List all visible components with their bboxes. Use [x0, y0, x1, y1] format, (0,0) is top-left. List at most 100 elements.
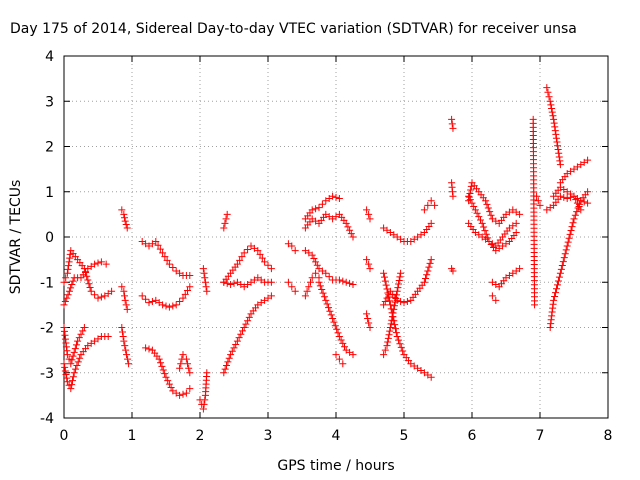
data-point — [200, 269, 208, 277]
data-point — [390, 317, 398, 325]
data-point — [120, 210, 128, 218]
data-point — [575, 202, 583, 210]
data-point — [448, 115, 456, 123]
data-point — [319, 289, 327, 297]
data-point — [483, 200, 491, 208]
data-point — [562, 246, 570, 254]
data-point — [154, 241, 162, 249]
data-point — [471, 206, 479, 214]
data-point — [202, 283, 210, 291]
data-point — [312, 269, 320, 277]
data-point — [564, 238, 572, 246]
data-point — [331, 322, 339, 330]
data-point — [63, 351, 71, 359]
data-point — [396, 340, 404, 348]
data-point — [61, 363, 69, 371]
data-point — [67, 385, 75, 393]
data-point — [332, 193, 340, 201]
data-point — [118, 324, 126, 331]
data-point — [155, 355, 163, 363]
series-t7c — [543, 84, 564, 169]
data-point — [66, 254, 74, 262]
data-point — [420, 206, 428, 214]
data-point — [560, 193, 568, 201]
data-point — [329, 314, 337, 322]
data-point — [393, 291, 401, 299]
data-point — [339, 360, 347, 368]
data-point — [339, 277, 347, 285]
data-point — [121, 296, 129, 304]
series-t4e — [380, 219, 435, 246]
series-t4b — [363, 256, 374, 273]
data-point — [315, 204, 323, 212]
series-t7f — [556, 156, 592, 187]
data-point — [312, 258, 320, 266]
data-point — [201, 396, 209, 404]
data-point — [322, 296, 330, 304]
data-point — [118, 328, 126, 336]
data-point — [388, 309, 396, 317]
data-point — [65, 262, 73, 270]
data-point — [201, 274, 209, 282]
data-point — [72, 365, 80, 373]
data-point — [544, 88, 552, 96]
data-point — [223, 279, 231, 287]
data-point — [84, 276, 92, 284]
data-point — [120, 337, 128, 345]
data-point — [335, 355, 343, 363]
data-point — [403, 297, 411, 305]
y-tick-label: 1 — [45, 185, 54, 201]
series-t3f — [301, 269, 323, 300]
data-point — [316, 282, 324, 290]
data-point — [169, 302, 177, 310]
data-point — [488, 292, 496, 300]
series-t2e — [220, 292, 275, 377]
data-point — [381, 346, 389, 354]
data-point — [176, 391, 184, 399]
data-point — [558, 261, 566, 269]
data-point — [244, 317, 252, 325]
data-point — [186, 283, 194, 291]
data-point — [556, 269, 564, 277]
series-t3h — [332, 351, 347, 368]
data-point — [545, 93, 553, 101]
data-point — [291, 247, 299, 255]
data-point — [254, 247, 262, 255]
data-point — [122, 221, 130, 229]
data-point — [159, 366, 167, 374]
data-point — [553, 281, 561, 289]
data-point — [534, 197, 542, 205]
data-point — [121, 292, 129, 300]
data-point — [570, 215, 578, 223]
data-point — [392, 329, 400, 337]
y-tick-label: -1 — [40, 275, 54, 291]
data-point — [332, 351, 340, 359]
data-point — [318, 285, 326, 293]
data-point — [385, 331, 393, 339]
data-point — [492, 296, 500, 304]
series-t3g — [315, 278, 357, 359]
data-point — [560, 254, 568, 262]
data-marks — [60, 84, 592, 413]
data-point — [239, 327, 246, 335]
data-point — [123, 351, 131, 359]
data-point — [556, 161, 564, 169]
data-point — [557, 265, 565, 273]
data-point — [148, 297, 156, 305]
data-point — [382, 281, 390, 289]
series-t1g — [176, 351, 194, 377]
data-point — [65, 258, 73, 266]
data-point — [399, 347, 407, 355]
data-point — [184, 287, 192, 295]
data-point — [365, 210, 373, 218]
data-point — [121, 217, 129, 225]
data-point — [307, 278, 314, 286]
data-point — [394, 284, 402, 292]
data-point — [512, 228, 520, 236]
data-point — [223, 362, 231, 370]
data-point — [264, 261, 272, 269]
data-point — [80, 265, 88, 273]
x-tick-label: 4 — [332, 428, 341, 444]
data-point — [172, 301, 180, 309]
data-point — [230, 279, 238, 287]
